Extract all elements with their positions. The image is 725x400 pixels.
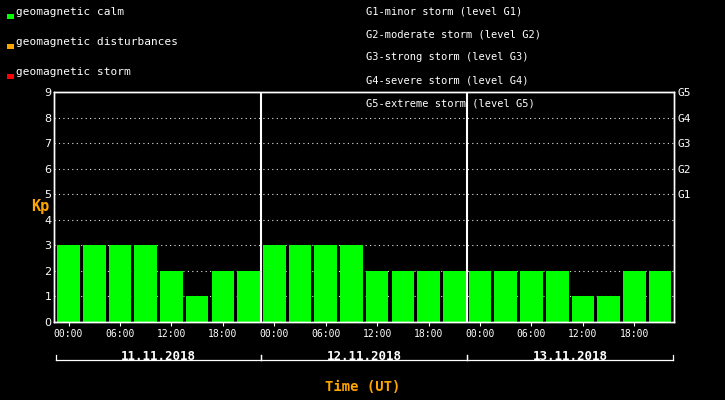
Text: geomagnetic calm: geomagnetic calm	[17, 7, 125, 17]
Bar	[134, 245, 157, 322]
Text: G2-moderate storm (level G2): G2-moderate storm (level G2)	[366, 29, 541, 39]
Text: 12.11.2018: 12.11.2018	[327, 350, 402, 363]
Text: Time (UT): Time (UT)	[325, 380, 400, 394]
Bar	[160, 271, 183, 322]
Text: 13.11.2018: 13.11.2018	[533, 350, 608, 363]
Text: G3-strong storm (level G3): G3-strong storm (level G3)	[366, 52, 529, 62]
Bar	[212, 271, 234, 322]
Bar	[623, 271, 646, 322]
Bar	[443, 271, 465, 322]
Bar	[494, 271, 517, 322]
Text: geomagnetic disturbances: geomagnetic disturbances	[17, 37, 178, 47]
Bar	[546, 271, 568, 322]
Bar	[289, 245, 311, 322]
Bar	[340, 245, 362, 322]
Bar	[237, 271, 260, 322]
Text: G4-severe storm (level G4): G4-severe storm (level G4)	[366, 76, 529, 86]
Text: G1-minor storm (level G1): G1-minor storm (level G1)	[366, 6, 523, 16]
Bar	[571, 296, 594, 322]
Bar	[469, 271, 492, 322]
Text: 11.11.2018: 11.11.2018	[121, 350, 196, 363]
Text: G5-extreme storm (level G5): G5-extreme storm (level G5)	[366, 99, 535, 109]
Bar	[83, 245, 106, 322]
Bar	[109, 245, 131, 322]
Bar	[392, 271, 414, 322]
Bar	[315, 245, 337, 322]
Text: geomagnetic storm: geomagnetic storm	[17, 67, 131, 77]
Bar	[186, 296, 209, 322]
Bar	[520, 271, 543, 322]
Y-axis label: Kp: Kp	[31, 200, 49, 214]
Bar	[366, 271, 389, 322]
Bar	[597, 296, 620, 322]
Bar	[418, 271, 440, 322]
Bar	[263, 245, 286, 322]
Bar	[57, 245, 80, 322]
Bar	[649, 271, 671, 322]
